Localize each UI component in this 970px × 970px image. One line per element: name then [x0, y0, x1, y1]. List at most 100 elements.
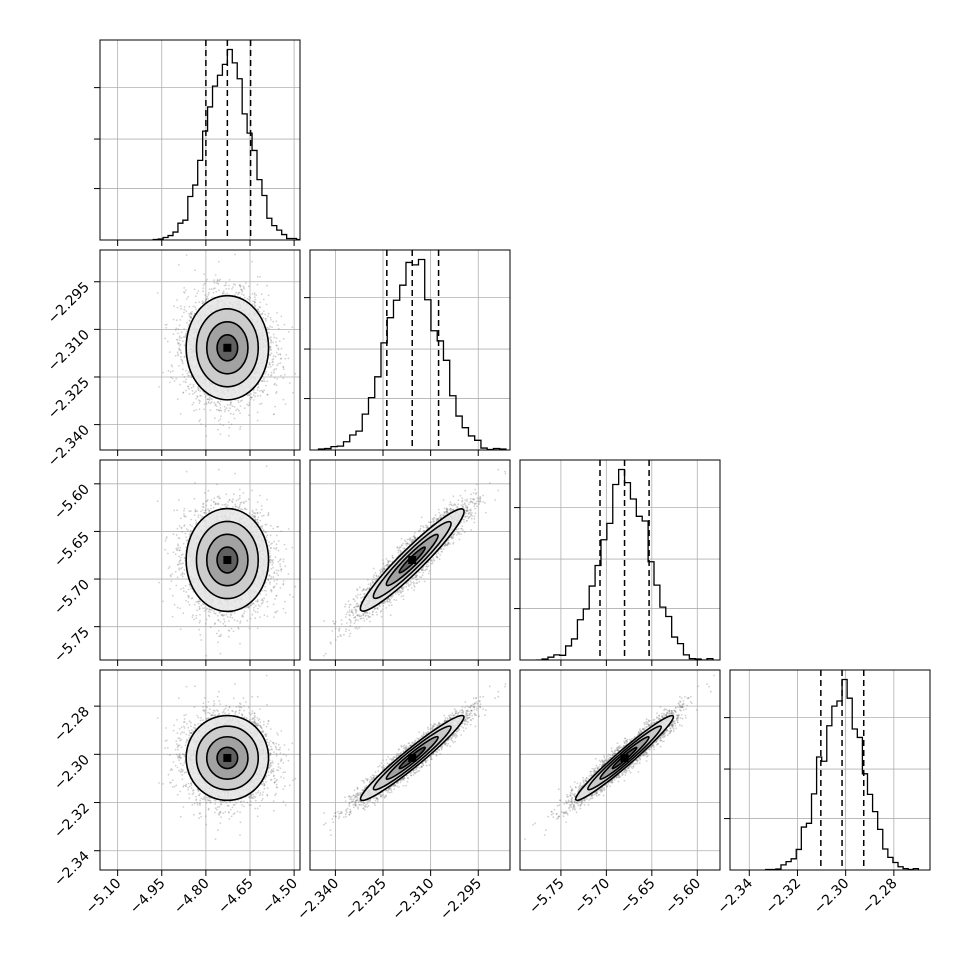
sample-point — [175, 338, 178, 341]
sample-point — [169, 371, 172, 373]
sample-point — [183, 507, 186, 510]
sample-point — [208, 399, 211, 401]
sample-point — [228, 426, 231, 429]
sample-point — [199, 390, 202, 392]
sample-point — [176, 306, 179, 309]
sample-point — [273, 383, 276, 386]
sample-point — [198, 408, 201, 411]
sample-point — [279, 353, 282, 356]
panel-0-0 — [94, 39, 301, 246]
sample-point — [254, 604, 257, 607]
sample-point — [203, 273, 206, 275]
sample-point — [273, 333, 275, 336]
sample-point — [280, 570, 283, 572]
sample-point — [212, 287, 215, 290]
sample-point — [282, 365, 285, 368]
sample-point — [269, 346, 272, 349]
sample-point — [192, 401, 195, 404]
sample-point — [177, 341, 179, 344]
sample-point — [275, 344, 278, 347]
sample-point — [203, 610, 206, 612]
sample-point — [190, 316, 193, 319]
sample-point — [270, 336, 272, 338]
sample-point — [273, 377, 276, 379]
sample-point — [178, 336, 181, 339]
sample-point — [176, 339, 179, 341]
sample-point — [217, 641, 219, 644]
sample-point — [269, 353, 271, 356]
sample-point — [262, 317, 265, 319]
sample-point — [242, 615, 245, 618]
sample-point — [183, 376, 186, 378]
sample-point — [207, 293, 210, 296]
sample-point — [191, 403, 194, 406]
sample-point — [178, 563, 181, 565]
sample-point — [280, 530, 283, 533]
sample-point — [221, 504, 224, 506]
sample-point — [197, 600, 200, 603]
sample-point — [250, 393, 252, 395]
sample-point — [210, 288, 213, 291]
sample-point — [277, 327, 280, 330]
sample-point — [205, 435, 208, 437]
sample-point — [282, 607, 285, 610]
panel-2-0: −5.60−5.65−5.70−5.75 — [51, 459, 301, 666]
sample-point — [168, 351, 171, 353]
sample-point — [171, 377, 174, 380]
sample-point — [182, 562, 184, 565]
sample-point — [178, 335, 181, 338]
sample-point — [190, 518, 193, 521]
sample-point — [269, 349, 272, 351]
sample-point — [214, 403, 217, 405]
sample-point — [183, 311, 185, 314]
sample-point — [284, 357, 287, 360]
sample-point — [222, 614, 224, 617]
sample-point — [272, 320, 275, 323]
sample-point — [200, 639, 203, 641]
sample-point — [256, 419, 259, 422]
sample-point — [233, 405, 236, 408]
sample-point — [282, 368, 285, 371]
sample-point — [264, 523, 267, 526]
sample-point — [272, 355, 275, 358]
sample-point — [268, 337, 271, 340]
sample-point — [202, 284, 205, 286]
sample-point — [275, 344, 278, 347]
sample-point — [205, 401, 208, 404]
sample-point — [177, 328, 180, 331]
sample-point — [165, 326, 168, 329]
sample-point — [239, 425, 242, 428]
sample-point — [215, 408, 218, 411]
sample-point — [214, 622, 217, 625]
sample-point — [192, 305, 195, 308]
sample-point — [253, 391, 256, 394]
sample-point — [183, 291, 185, 293]
sample-point — [251, 293, 254, 295]
sample-point — [206, 398, 209, 400]
sample-point — [204, 425, 207, 427]
sample-point — [184, 334, 187, 337]
sample-point — [236, 408, 239, 411]
sample-point — [179, 305, 182, 308]
sample-point — [243, 286, 245, 289]
sample-point — [197, 388, 200, 391]
sample-point — [188, 312, 190, 315]
sample-point — [259, 394, 262, 397]
sample-point — [197, 389, 200, 392]
sample-point — [213, 417, 216, 420]
sample-point — [256, 283, 259, 286]
sample-point — [187, 385, 190, 388]
sample-point — [190, 316, 192, 318]
sample-point — [166, 340, 169, 343]
sample-point — [217, 428, 219, 431]
sample-point — [196, 395, 198, 397]
sample-point — [219, 403, 222, 406]
sample-point — [156, 500, 159, 503]
sample-point — [276, 364, 279, 367]
sample-point — [258, 310, 261, 313]
sample-point — [171, 370, 174, 373]
sample-point — [266, 284, 268, 287]
sample-point — [184, 381, 187, 384]
sample-point — [280, 315, 283, 318]
sample-point — [183, 287, 186, 289]
